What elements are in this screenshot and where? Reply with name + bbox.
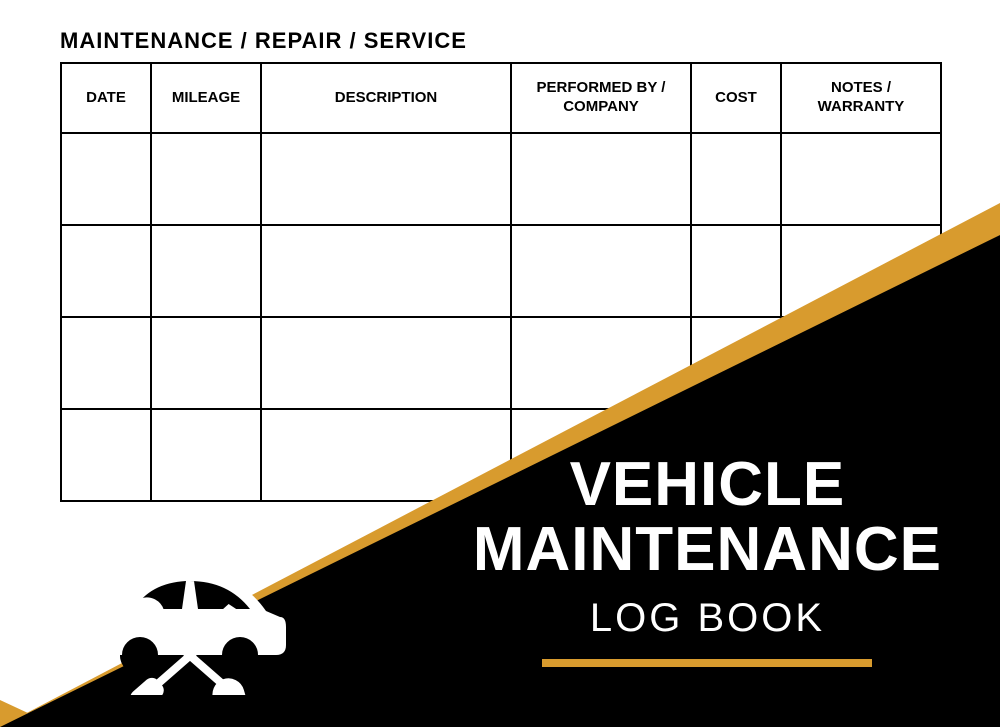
col-header-date: DATE (61, 63, 151, 133)
table-header-row: DATEMILEAGEDESCRIPTIONPERFORMED BY / COM… (61, 63, 941, 133)
cell-mileage (151, 317, 261, 409)
cell-notes (781, 133, 941, 225)
cell-cost (691, 317, 781, 409)
cell-mileage (151, 133, 261, 225)
cell-date (61, 317, 151, 409)
cell-desc (261, 317, 511, 409)
page-heading: MAINTENANCE / REPAIR / SERVICE (60, 28, 467, 54)
maintenance-log-table: DATEMILEAGEDESCRIPTIONPERFORMED BY / COM… (60, 62, 942, 502)
cell-performed (511, 225, 691, 317)
cell-notes (781, 225, 941, 317)
col-header-desc: DESCRIPTION (261, 63, 511, 133)
cell-cost (691, 225, 781, 317)
cell-notes (781, 317, 941, 409)
cell-mileage (151, 409, 261, 501)
cell-cost (691, 133, 781, 225)
cell-date (61, 225, 151, 317)
col-header-notes: NOTES / WARRANTY (781, 63, 941, 133)
cover-title-line2: MAINTENANCE (473, 517, 942, 582)
col-header-cost: COST (691, 63, 781, 133)
car-tools-icon (90, 545, 290, 695)
table-row (61, 317, 941, 409)
cell-performed (511, 317, 691, 409)
cell-date (61, 409, 151, 501)
cell-desc (261, 133, 511, 225)
cell-performed (511, 133, 691, 225)
cover-title-underline (542, 659, 872, 667)
cover-title-block: VEHICLE MAINTENANCE LOG BOOK (473, 452, 942, 667)
cell-mileage (151, 225, 261, 317)
cover-subtitle: LOG BOOK (473, 596, 942, 641)
cell-date (61, 133, 151, 225)
cell-desc (261, 225, 511, 317)
col-header-mileage: MILEAGE (151, 63, 261, 133)
cover-title-line1: VEHICLE (473, 452, 942, 517)
table-row (61, 225, 941, 317)
table-row (61, 133, 941, 225)
col-header-performed: PERFORMED BY / COMPANY (511, 63, 691, 133)
